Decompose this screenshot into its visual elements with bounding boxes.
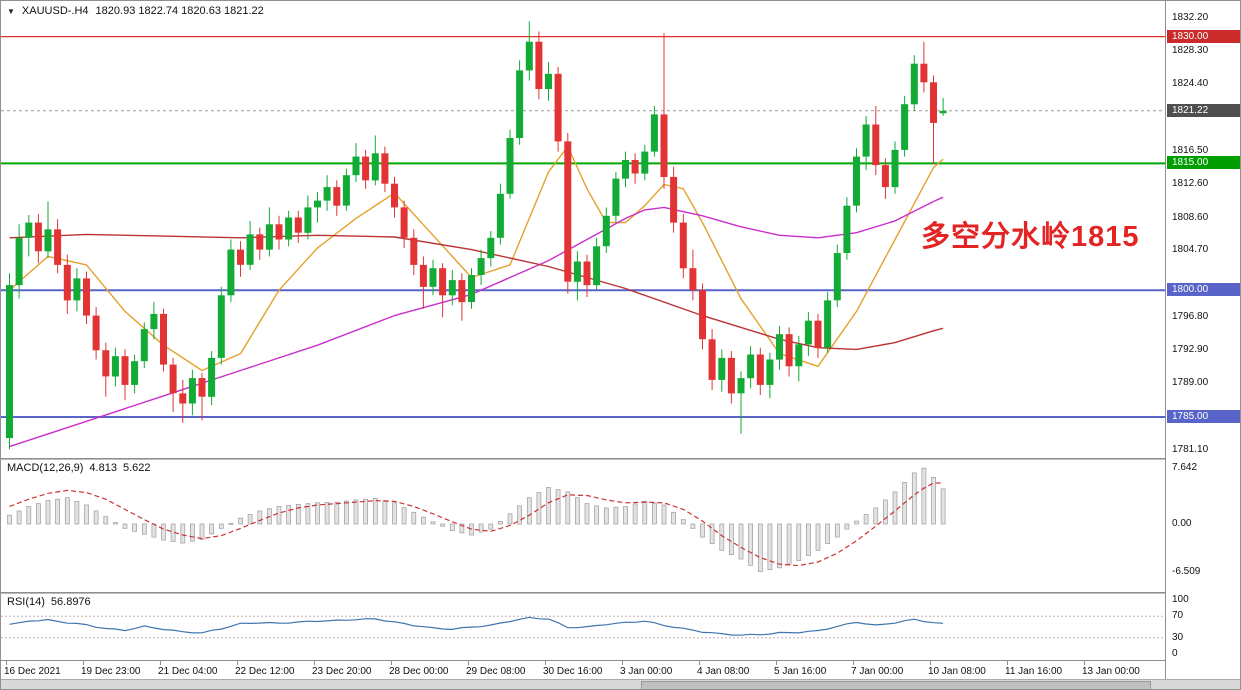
- ma-mid-magenta: [9, 196, 944, 448]
- macd-label: MACD(12,26,9) 4.813 5.622: [7, 462, 150, 474]
- macd-signal-line: [9, 482, 944, 567]
- price-tick-label: 1808.60: [1172, 211, 1209, 223]
- price-tick-label: 1812.60: [1172, 177, 1209, 189]
- time-label: 11 Jan 16:00: [1005, 666, 1063, 677]
- price-tick-label: 1781.10: [1172, 444, 1209, 455]
- price-level-badge: 1821.22: [1167, 103, 1240, 117]
- price-tick-label: 1796.80: [1172, 311, 1209, 323]
- time-tick: [699, 661, 700, 665]
- macd-indicator-name: MACD(12,26,9): [7, 462, 84, 474]
- panel-separator[interactable]: [1, 592, 1165, 594]
- macd-signal-value: 5.622: [122, 462, 151, 474]
- rsi-axis-label: 100: [1172, 594, 1189, 605]
- symbol-dropdown-caret-icon[interactable]: ▼: [7, 6, 15, 16]
- price-axis[interactable]: 1832.20 1828.30 1824.40 1816.50 1812.60 1808.…: [1165, 1, 1240, 679]
- scrollbar-thumb[interactable]: [641, 681, 1151, 689]
- macd-axis-label: 0.00: [1172, 518, 1192, 529]
- time-label: 29 Dec 08:00: [466, 666, 526, 677]
- price-level-badge: 1785.00: [1167, 410, 1240, 424]
- ma-fast-orange: [9, 145, 944, 372]
- time-tick: [391, 661, 392, 665]
- price-chart[interactable]: [1, 1, 1165, 458]
- time-label: 22 Dec 12:00: [235, 666, 295, 677]
- time-label: 30 Dec 16:00: [543, 666, 603, 677]
- time-tick: [622, 661, 623, 665]
- time-tick: [545, 661, 546, 665]
- time-tick: [314, 661, 315, 665]
- price-tick-label: 1832.20: [1172, 12, 1209, 23]
- time-label: 13 Jan 00:00: [1082, 666, 1140, 677]
- time-label: 3 Jan 00:00: [620, 666, 673, 677]
- price-level-badge: 1830.00: [1167, 29, 1240, 43]
- time-label: 4 Jan 08:00: [697, 666, 750, 677]
- ohlc-readout: 1820.93 1822.74 1820.63 1821.22: [95, 5, 264, 17]
- symbol-timeframe: XAUUSD-.H4: [21, 5, 89, 17]
- time-tick: [160, 661, 161, 665]
- price-level-badge: 1800.00: [1167, 283, 1240, 297]
- time-tick: [930, 661, 931, 665]
- rsi-indicator-name: RSI(14): [7, 596, 45, 608]
- price-tick-label: 1824.40: [1172, 77, 1209, 89]
- macd-panel[interactable]: [1, 460, 1165, 592]
- rsi-panel[interactable]: [1, 594, 1165, 660]
- time-tick: [853, 661, 854, 665]
- time-tick: [776, 661, 777, 665]
- horizontal-scrollbar[interactable]: [1, 679, 1240, 689]
- macd-axis-label: 7.642: [1172, 462, 1198, 474]
- rsi-value: 56.8976: [50, 596, 91, 608]
- time-axis[interactable]: 16 Dec 2021 19 Dec 23:00 21 Dec 04:00 22 De…: [1, 660, 1165, 679]
- time-tick: [83, 661, 84, 665]
- chart-annotation-text: 多空分水岭1815: [921, 221, 1140, 253]
- price-tick-label: 1816.50: [1172, 144, 1209, 156]
- price-tick-label: 1804.70: [1172, 244, 1209, 256]
- time-label: 7 Jan 00:00: [851, 666, 904, 677]
- price-tick-label: 1789.00: [1172, 377, 1209, 389]
- time-tick: [468, 661, 469, 665]
- price-tick-label: 1828.30: [1172, 44, 1209, 56]
- time-tick: [237, 661, 238, 665]
- time-tick: [1007, 661, 1008, 665]
- time-label: 28 Dec 00:00: [389, 666, 449, 677]
- time-label: 16 Dec 2021: [4, 666, 61, 677]
- time-label: 21 Dec 04:00: [158, 666, 218, 677]
- macd-axis-label: -6.509: [1172, 565, 1201, 577]
- rsi-line: [9, 616, 944, 636]
- time-tick: [6, 661, 7, 665]
- time-label: 10 Jan 08:00: [928, 666, 986, 677]
- time-label: 19 Dec 23:00: [81, 666, 141, 677]
- time-label: 23 Dec 20:00: [312, 666, 372, 677]
- rsi-axis-label: 70: [1172, 610, 1184, 622]
- price-level-badge: 1815.00: [1167, 156, 1240, 170]
- time-label: 5 Jan 16:00: [774, 666, 827, 677]
- time-tick: [1084, 661, 1085, 665]
- chart-title: ▼ XAUUSD-.H4 1820.93 1822.74 1820.63 182…: [7, 5, 264, 17]
- price-tick-label: 1792.90: [1172, 344, 1209, 356]
- macd-main-value: 4.813: [89, 462, 117, 474]
- rsi-axis-label: 0: [1172, 648, 1178, 659]
- rsi-axis-label: 30: [1172, 631, 1184, 643]
- panel-separator[interactable]: [1, 458, 1165, 460]
- rsi-label: RSI(14) 56.8976: [7, 596, 91, 608]
